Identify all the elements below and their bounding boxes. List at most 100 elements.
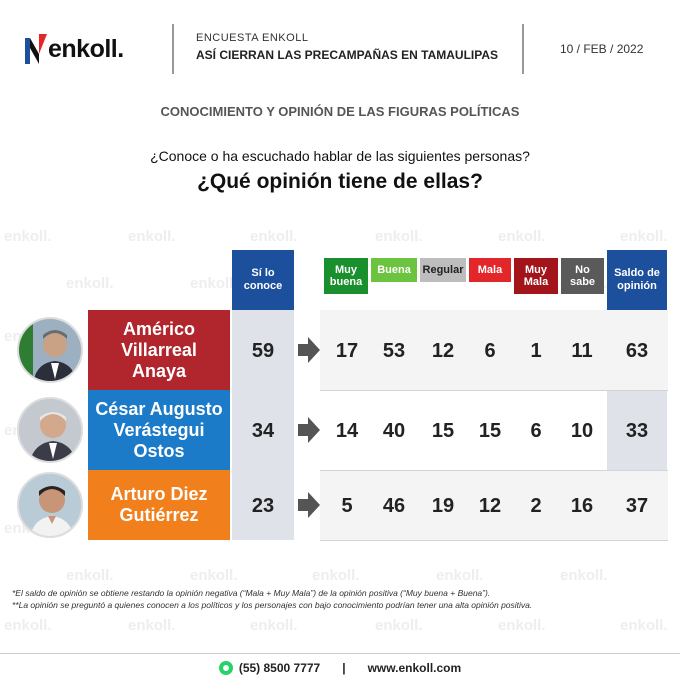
watermark: enkoll.	[375, 617, 423, 634]
header-muy-mala: Muy Mala	[514, 258, 558, 294]
candidate-name-line3: Anaya	[131, 360, 186, 381]
value-muy-buena: 17	[335, 340, 359, 362]
watermark: enkoll.	[620, 617, 668, 634]
candidate-name-line2: Verástegui	[113, 419, 205, 440]
watermark: enkoll.	[436, 567, 484, 584]
value-mala: 12	[478, 495, 502, 517]
watermark: enkoll.	[128, 228, 176, 245]
value-muy-buena: 5	[341, 495, 353, 517]
arrow-right-icon	[298, 337, 320, 363]
header-no-sabe: No sabe	[561, 258, 604, 294]
enkoll-logo: enkoll.	[25, 32, 124, 66]
header: enkoll. ENCUESTA ENKOLL ASÍ CIERRAN LAS …	[0, 0, 680, 90]
candidate-avatar-icon	[19, 474, 81, 536]
watermark: enkoll.	[190, 275, 238, 292]
candidate-photo	[17, 472, 83, 538]
watermark: enkoll.	[250, 617, 298, 634]
value-mala: 6	[484, 340, 496, 362]
footnote-1: *El saldo de opinión se obtiene restando…	[12, 588, 491, 598]
survey-subtitle: ASÍ CIERRAN LAS PRECAMPAÑAS EN TAMAULIPA…	[196, 48, 499, 62]
value-muy-mala: 1	[530, 340, 542, 362]
watermark: enkoll.	[560, 567, 608, 584]
header-saldo-line1: Saldo de	[614, 267, 660, 279]
value-mala: 15	[478, 420, 502, 442]
value-buena: 53	[382, 340, 406, 362]
value-saldo: 63	[625, 340, 649, 362]
watermark: enkoll.	[66, 275, 114, 292]
footer: (55) 8500 7777 | www.enkoll.com	[0, 658, 680, 678]
value-saldo: 37	[625, 495, 649, 517]
header-known-line1: Sí lo	[251, 267, 275, 279]
watermark: enkoll.	[375, 228, 423, 245]
watermark: enkoll.	[4, 617, 52, 634]
value-regular: 12	[431, 340, 455, 362]
value-no-sabe: 10	[570, 420, 594, 442]
footer-phone[interactable]: (55) 8500 7777	[238, 661, 321, 675]
header-known: Sí lo conoce	[232, 250, 294, 310]
logo-text: enkoll.	[48, 34, 124, 63]
value-no-sabe: 11	[571, 340, 593, 362]
value-muy-buena: 14	[335, 420, 359, 442]
value-regular: 15	[431, 420, 455, 442]
candidate-name-box: Américo Villarreal Anaya	[88, 310, 230, 390]
question-line-2: ¿Qué opinión tiene de ellas?	[197, 170, 483, 193]
value-regular: 19	[431, 495, 455, 517]
enkoll-logo-icon	[25, 34, 47, 64]
value-known: 34	[251, 420, 275, 442]
watermark: enkoll.	[250, 228, 298, 245]
header-buena: Buena	[371, 258, 417, 282]
survey-title: ENCUESTA ENKOLL	[196, 32, 309, 44]
header-saldo-line2: opinión	[617, 280, 657, 292]
candidate-name-line2: Gutiérrez	[119, 505, 199, 525]
watermark: enkoll.	[190, 567, 238, 584]
question-line-1: ¿Conoce o ha escuchado hablar de las sig…	[150, 148, 530, 164]
arrow-right-icon	[298, 492, 320, 518]
survey-date: 10 / FEB / 2022	[560, 42, 644, 56]
header-muy-buena: Muy buena	[324, 258, 368, 294]
footer-website-link[interactable]: www.enkoll.com	[367, 661, 462, 675]
watermark: enkoll.	[4, 228, 52, 245]
header-muy-buena-line1: Muy	[335, 264, 357, 276]
candidate-name-line2: Villarreal	[121, 339, 197, 360]
candidate-name-box: Arturo Diez Gutiérrez	[88, 470, 230, 540]
value-muy-mala: 2	[530, 495, 542, 517]
candidate-name-line1: Américo	[122, 318, 195, 339]
header-saldo: Saldo de opinión	[607, 250, 667, 310]
header-muy-buena-line2: buena	[329, 276, 363, 288]
row-band	[320, 310, 668, 390]
value-known: 23	[251, 495, 275, 517]
known-column-bg	[232, 310, 294, 540]
whatsapp-icon	[218, 661, 233, 675]
header-muy-mala-line1: Muy	[525, 264, 547, 276]
value-no-sabe: 16	[570, 495, 594, 517]
header-no-sabe-line1: No	[575, 264, 590, 276]
section-title: CONOCIMIENTO Y OPINIÓN DE LAS FIGURAS PO…	[160, 104, 520, 119]
header-mala: Mala	[469, 258, 511, 282]
candidate-name-line1: César Augusto	[95, 398, 223, 419]
value-known: 59	[251, 340, 275, 362]
header-divider	[172, 24, 174, 74]
value-buena: 40	[382, 420, 406, 442]
watermark: enkoll.	[128, 617, 176, 634]
row-divider	[320, 390, 668, 391]
row-divider	[320, 470, 668, 471]
candidate-photo	[17, 397, 83, 463]
header-known-line2: conoce	[243, 280, 283, 292]
watermark: enkoll.	[620, 228, 668, 245]
header-divider	[522, 24, 524, 74]
footer-divider	[0, 653, 680, 654]
arrow-right-icon	[298, 417, 320, 443]
header-regular: Regular	[420, 258, 466, 282]
candidate-avatar-icon	[19, 319, 81, 381]
candidate-avatar-icon	[19, 399, 81, 461]
row-band	[320, 470, 668, 540]
watermark: enkoll.	[498, 228, 546, 245]
header-no-sabe-line2: sabe	[569, 276, 596, 288]
footnote-2: **La opinión se preguntó a quienes conoc…	[12, 600, 533, 610]
candidate-name-box: César Augusto Verástegui Ostos	[88, 390, 230, 470]
header-muy-mala-line2: Mala	[523, 276, 549, 288]
footer-separator: |	[342, 661, 346, 675]
watermark: enkoll.	[498, 617, 546, 634]
watermark: enkoll.	[66, 567, 114, 584]
value-buena: 46	[382, 495, 406, 517]
